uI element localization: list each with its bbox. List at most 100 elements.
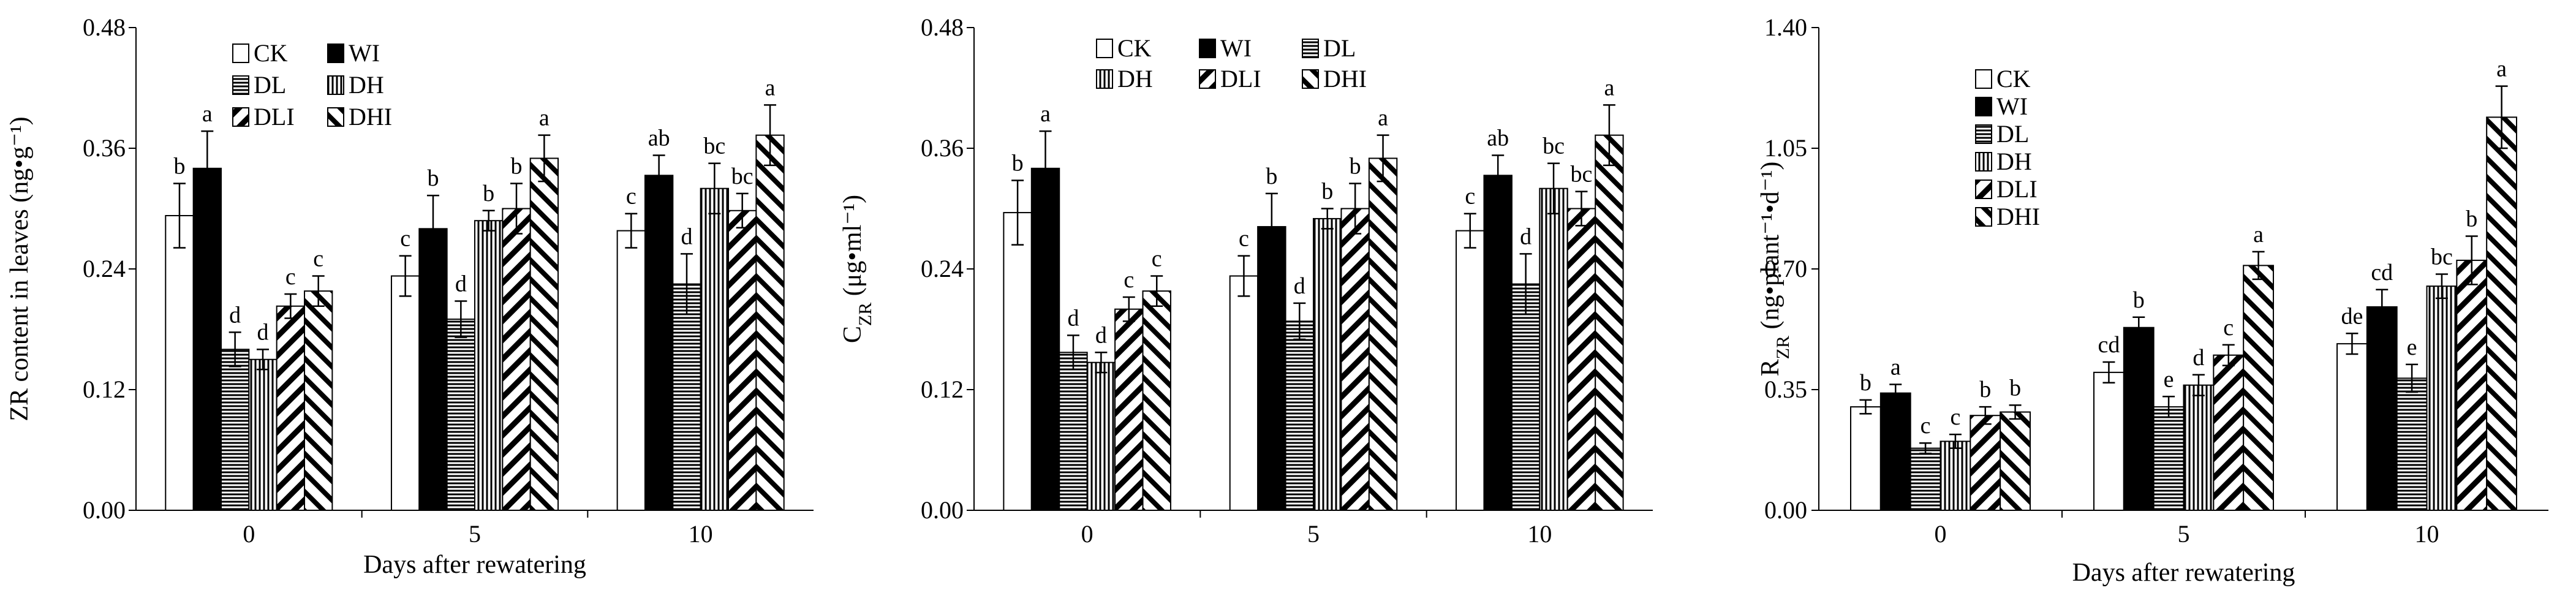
significance-letter: b	[427, 165, 439, 191]
legend-label-ck: CK	[254, 39, 288, 67]
significance-letter: a	[2496, 56, 2507, 82]
bar-wi	[644, 175, 674, 511]
significance-letter: a	[539, 105, 550, 131]
significance-letter: a	[1040, 101, 1051, 127]
legend-label-dh: DH	[1996, 148, 2032, 175]
significance-letter: b	[483, 181, 494, 206]
significance-letter: ab	[1487, 125, 1509, 151]
significance-letter: a	[1890, 355, 1901, 380]
y-tick-label: 0.36	[921, 134, 964, 162]
bar-dl	[1059, 352, 1088, 512]
chart-panel-B: 0.000.120.240.360.480baddcc5cbdbba10cabd…	[839, 13, 1653, 548]
y-tick-label: 0.36	[83, 134, 126, 162]
significance-letter: e	[2407, 334, 2417, 360]
y-tick-label: 0.70	[1764, 255, 1807, 282]
legend-swatch-dl	[1975, 124, 1992, 144]
legend-swatch-dhi	[1975, 207, 1992, 227]
y-tick-label: 0.48	[83, 13, 126, 41]
significance-letter: c	[1124, 267, 1134, 293]
bar-dli	[1114, 308, 1144, 511]
legend: CK WI DL DH DLI DHI	[1096, 34, 1367, 93]
legend-label-dhi: DHI	[349, 103, 392, 130]
significance-letter: bc	[731, 164, 754, 189]
legend-swatch-dli	[1975, 179, 1992, 199]
significance-letter: a	[765, 75, 776, 100]
bar-dh	[1539, 187, 1568, 511]
significance-letter: b	[1860, 370, 1872, 396]
x-tick-label: 10	[689, 520, 713, 548]
significance-letter: a	[2253, 222, 2264, 247]
bar-dhi	[2000, 411, 2031, 511]
bar-dli	[728, 210, 757, 511]
bar-ck	[2093, 371, 2125, 511]
bar-dl	[1909, 447, 1941, 512]
significance-letter: cd	[2098, 332, 2120, 358]
legend-swatch-dh	[327, 75, 344, 95]
x-tick-label: 0	[1935, 520, 1947, 548]
bar-dl	[446, 319, 475, 511]
bar-dli	[502, 208, 531, 511]
significance-letter: c	[313, 246, 323, 271]
significance-letter: d	[229, 302, 241, 328]
y-tick-label: 0.48	[921, 13, 964, 41]
significance-letter: c	[1239, 226, 1249, 252]
legend-swatch-wi	[1199, 39, 1216, 58]
legend-label-wi: WI	[349, 39, 380, 67]
bar-dhi	[304, 290, 333, 511]
significance-letter: c	[1465, 184, 1475, 210]
bar-wi	[1257, 226, 1286, 511]
bar-dh	[1313, 217, 1342, 511]
x-tick-label: 0	[1081, 520, 1093, 548]
bar-dh	[1086, 361, 1116, 511]
bar-dli	[1566, 208, 1596, 511]
bar-ck	[1850, 406, 1881, 512]
legend-label-dh: DH	[1117, 65, 1153, 93]
legend-label-dl: DL	[1323, 34, 1356, 62]
y-tick-label: 1.40	[1764, 13, 1807, 41]
bar-dl	[1511, 283, 1541, 511]
y-tick-label: 0.12	[921, 376, 964, 403]
y-tick-label: 0.24	[921, 255, 964, 282]
significance-letter: b	[1266, 164, 1277, 189]
significance-letter: bc	[703, 134, 725, 159]
legend-label-wi: WI	[1996, 93, 2028, 120]
x-tick-label: 5	[1307, 520, 1320, 548]
significance-letter: b	[1979, 377, 1991, 402]
y-tick-label: 1.05	[1764, 134, 1807, 162]
legend-swatch-dli	[1199, 69, 1216, 89]
legend-label-dhi: DHI	[1996, 203, 2040, 230]
significance-letter: d	[1067, 305, 1079, 331]
bar-dhi	[529, 157, 559, 511]
legend-label-dli: DLI	[254, 103, 295, 130]
significance-letter: a	[1378, 105, 1388, 131]
legend-swatch-dl	[232, 75, 249, 95]
bar-dh	[700, 187, 730, 511]
legend-label-wi: WI	[1220, 34, 1252, 62]
chart-panel-A: 0.000.120.240.360.480baddcc5cbdbba10cabd…	[6, 13, 814, 579]
significance-letter: b	[511, 153, 523, 179]
bar-wi	[418, 228, 448, 511]
bar-dli	[1340, 208, 1370, 511]
bar-dli	[1970, 415, 2001, 512]
significance-letter: d	[1520, 224, 1532, 249]
y-tick-label: 0.00	[1764, 496, 1807, 524]
legend-label-dl: DL	[254, 71, 286, 99]
significance-letter: e	[2164, 366, 2174, 392]
y-tick-label: 0.00	[83, 496, 126, 524]
y-tick-label: 0.24	[83, 255, 126, 282]
significance-letter: c	[1921, 413, 1931, 439]
bar-dhi	[2486, 116, 2517, 512]
significance-letter: d	[2193, 345, 2204, 371]
y-axis-label: CZR (μg•ml⁻¹)	[839, 195, 875, 343]
significance-letter: d	[1095, 322, 1107, 348]
bar-dhi	[1368, 157, 1398, 511]
x-tick-label: 0	[243, 520, 255, 548]
legend-swatch-ck	[232, 43, 249, 63]
bar-ck	[390, 275, 420, 511]
bar-dl	[672, 283, 701, 511]
significance-letter: c	[400, 226, 410, 252]
bar-dhi	[1595, 134, 1624, 512]
significance-letter: bc	[1543, 134, 1565, 159]
legend-swatch-dli	[232, 107, 249, 127]
